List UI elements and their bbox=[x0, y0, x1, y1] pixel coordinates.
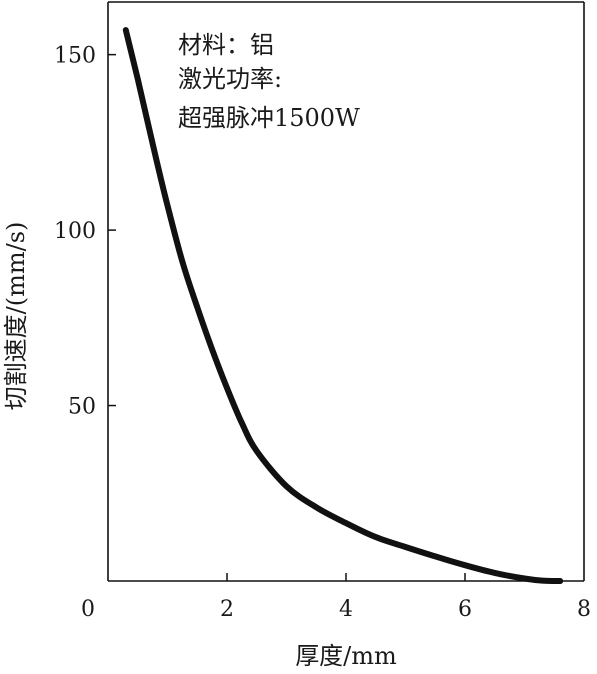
series-line bbox=[122, 27, 564, 584]
x-tick-label: 2 bbox=[220, 597, 234, 622]
ticks: 0 2 4 6 8 50 100 150 bbox=[54, 44, 591, 622]
annotation-line-3: 超强脉冲1500W bbox=[178, 104, 360, 132]
plot-frame bbox=[107, 1, 585, 582]
y-axis-label: 切割速度/(mm/s) bbox=[2, 222, 30, 411]
series-layer bbox=[122, 27, 564, 584]
x-tick-label: 0 bbox=[81, 597, 95, 622]
x-tick-label: 4 bbox=[339, 597, 353, 622]
annotation-line-2: 激光功率: bbox=[178, 65, 282, 93]
y-tick-label: 100 bbox=[54, 219, 96, 244]
x-tick-label: 6 bbox=[458, 597, 472, 622]
x-axis-label: 厚度/mm bbox=[295, 642, 397, 670]
annotation-line-1: 材料：铝 bbox=[178, 31, 274, 59]
y-tick-label: 50 bbox=[68, 395, 96, 420]
annotation: 材料：铝 激光功率: 超强脉冲1500W bbox=[178, 31, 360, 132]
y-tick-label: 150 bbox=[54, 44, 96, 69]
x-tick-label: 8 bbox=[577, 597, 591, 622]
